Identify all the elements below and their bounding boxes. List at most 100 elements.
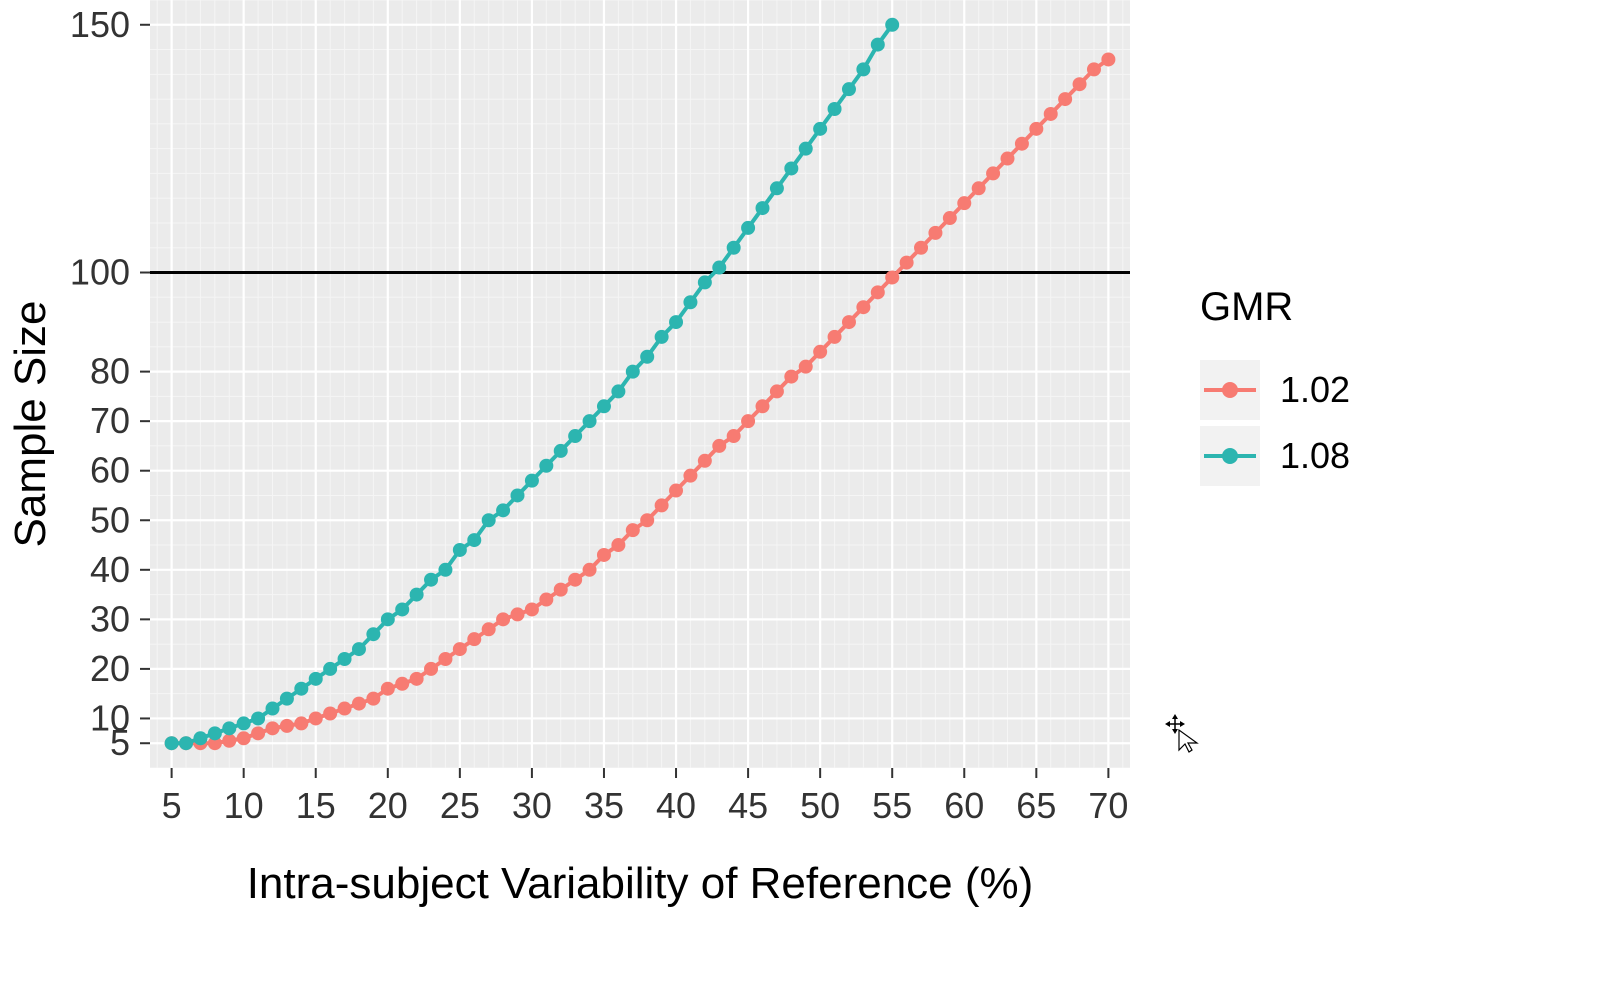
data-point — [611, 384, 625, 398]
data-point — [583, 414, 597, 428]
sample-size-chart: 5101520253035404550556065705102030405060… — [0, 0, 1610, 1006]
y-axis-title: Sample Size — [6, 300, 55, 547]
data-point — [727, 241, 741, 255]
data-point — [410, 588, 424, 602]
data-point — [828, 330, 842, 344]
data-point — [683, 295, 697, 309]
data-point — [309, 672, 323, 686]
data-point — [972, 181, 986, 195]
data-point — [539, 459, 553, 473]
data-point — [842, 315, 856, 329]
data-point — [683, 469, 697, 483]
legend-item-label: 1.02 — [1280, 369, 1350, 410]
data-point — [395, 602, 409, 616]
data-point — [482, 513, 496, 527]
data-point — [237, 716, 251, 730]
data-point — [352, 642, 366, 656]
data-point — [438, 563, 452, 577]
x-axis: 510152025303540455055606570 — [162, 768, 1129, 826]
data-point — [799, 360, 813, 374]
x-tick-label: 10 — [224, 785, 264, 826]
y-tick-label: 20 — [90, 648, 130, 689]
data-point — [554, 583, 568, 597]
data-point — [611, 538, 625, 552]
data-point — [410, 672, 424, 686]
x-tick-label: 30 — [512, 785, 552, 826]
data-point — [698, 275, 712, 289]
x-tick-label: 5 — [162, 785, 182, 826]
data-point — [352, 697, 366, 711]
data-point — [640, 350, 654, 364]
data-point — [338, 702, 352, 716]
data-point — [640, 513, 654, 527]
data-point — [280, 692, 294, 706]
y-tick-label: 60 — [90, 450, 130, 491]
data-point — [741, 414, 755, 428]
y-tick-label: 30 — [90, 598, 130, 639]
data-point — [467, 533, 481, 547]
data-point — [323, 662, 337, 676]
x-tick-label: 50 — [800, 785, 840, 826]
data-point — [266, 702, 280, 716]
data-point — [496, 503, 510, 517]
legend-item-label: 1.08 — [1280, 435, 1350, 476]
move-cursor-icon — [1165, 714, 1197, 752]
data-point — [770, 384, 784, 398]
data-point — [712, 261, 726, 275]
data-point — [1058, 92, 1072, 106]
data-point — [237, 731, 251, 745]
data-point — [208, 726, 222, 740]
x-tick-label: 55 — [872, 785, 912, 826]
x-axis-title: Intra-subject Variability of Reference (… — [247, 859, 1034, 908]
data-point — [885, 270, 899, 284]
data-point — [626, 365, 640, 379]
data-point — [309, 711, 323, 725]
y-tick-label: 50 — [90, 499, 130, 540]
x-tick-label: 15 — [296, 785, 336, 826]
data-point — [1001, 152, 1015, 166]
legend-title: GMR — [1200, 285, 1293, 329]
data-point — [381, 612, 395, 626]
data-point — [511, 488, 525, 502]
data-point — [525, 474, 539, 488]
data-point — [669, 484, 683, 498]
data-point — [165, 736, 179, 750]
data-point — [856, 300, 870, 314]
data-point — [366, 627, 380, 641]
plot-panel — [150, 0, 1130, 768]
y-tick-label: 40 — [90, 549, 130, 590]
data-point — [986, 166, 1000, 180]
data-point — [813, 345, 827, 359]
x-tick-label: 40 — [656, 785, 696, 826]
data-point — [669, 315, 683, 329]
data-point — [871, 285, 885, 299]
data-point — [511, 607, 525, 621]
data-point — [1044, 107, 1058, 121]
data-point — [626, 523, 640, 537]
legend-key-marker — [1222, 448, 1238, 464]
x-tick-label: 25 — [440, 785, 480, 826]
data-point — [222, 734, 236, 748]
data-point — [741, 221, 755, 235]
data-point — [928, 226, 942, 240]
x-tick-label: 60 — [944, 785, 984, 826]
data-point — [712, 439, 726, 453]
legend: GMR 1.02 1.08 — [1200, 285, 1350, 486]
data-point — [568, 429, 582, 443]
data-point — [467, 632, 481, 646]
data-point — [251, 711, 265, 725]
data-point — [381, 682, 395, 696]
x-tick-label: 45 — [728, 785, 768, 826]
data-point — [179, 736, 193, 750]
data-point — [784, 370, 798, 384]
data-point — [655, 330, 669, 344]
data-point — [698, 454, 712, 468]
data-point — [554, 444, 568, 458]
legend-item: 1.08 — [1200, 426, 1350, 486]
chart-container: 5101520253035404550556065705102030405060… — [0, 0, 1610, 1006]
data-point — [770, 181, 784, 195]
data-point — [266, 721, 280, 735]
data-point — [597, 548, 611, 562]
y-tick-label: 150 — [70, 4, 130, 45]
data-point — [957, 196, 971, 210]
